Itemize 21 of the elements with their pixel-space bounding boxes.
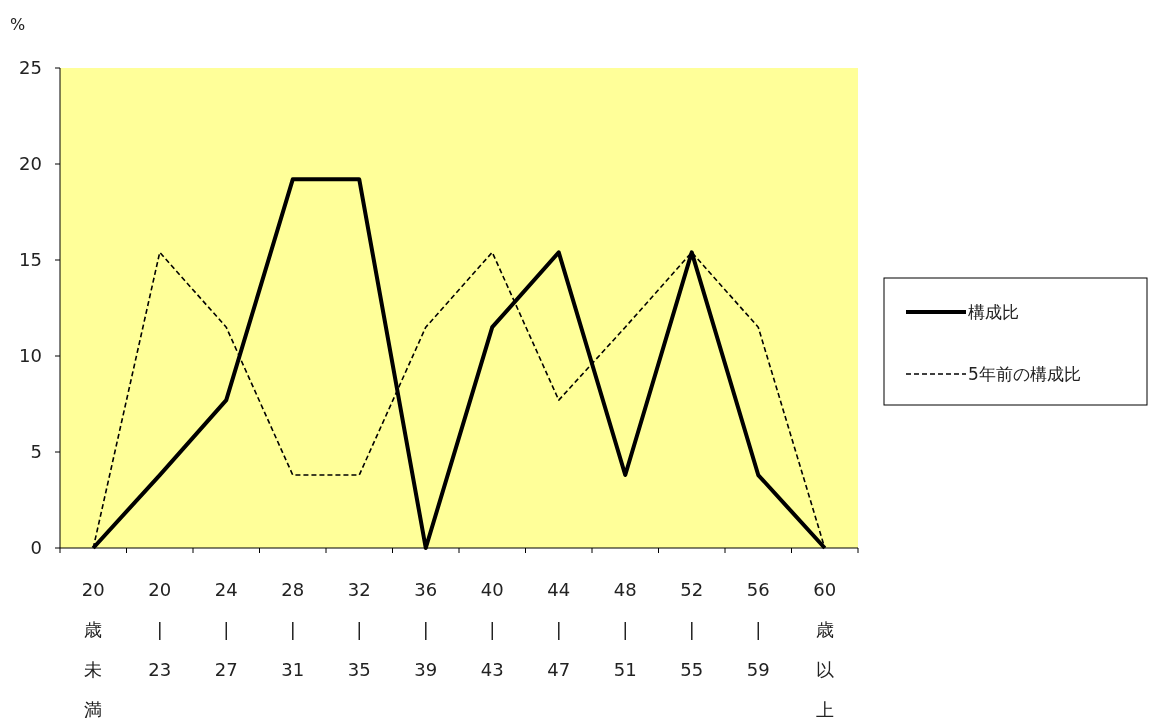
x-tick-label: 44|47 — [547, 579, 571, 680]
x-tick-label: 56|59 — [746, 579, 770, 680]
y-axis-title: % — [10, 15, 26, 34]
x-tick-label: 40|43 — [480, 579, 504, 680]
x-tick-label: 32|35 — [347, 579, 371, 680]
x-tick-label: 48|51 — [613, 579, 637, 680]
y-tick-label: 10 — [19, 345, 42, 366]
x-tick-label: 20|23 — [148, 579, 172, 680]
legend-label: 5年前の構成比 — [968, 364, 1081, 384]
y-tick-label: 25 — [19, 57, 42, 78]
legend-label: 構成比 — [968, 302, 1019, 322]
x-tick-label: 28|31 — [281, 579, 305, 680]
y-tick-label: 15 — [19, 249, 42, 270]
x-tick-label: 36|39 — [414, 579, 438, 680]
x-tick-label: 20歳未満 — [81, 579, 105, 720]
y-tick-label: 0 — [30, 537, 42, 558]
y-tick-label: 5 — [30, 441, 42, 462]
x-tick-label: 24|27 — [214, 579, 238, 680]
x-tick-label: 60歳以上 — [813, 579, 837, 720]
y-tick-label: 20 — [19, 153, 42, 174]
x-tick-label: 52|55 — [680, 579, 704, 680]
